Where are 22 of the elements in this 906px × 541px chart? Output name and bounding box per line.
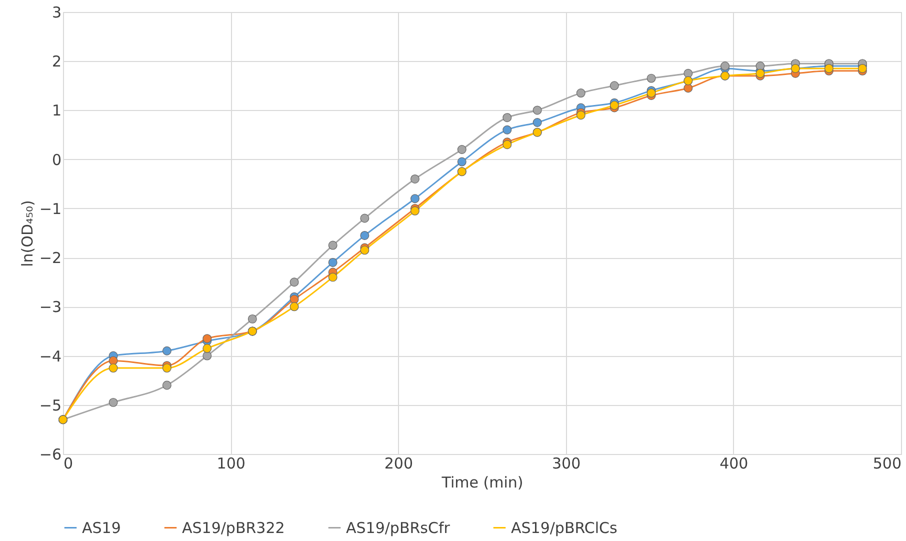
y-tick-label: 0 — [52, 150, 62, 169]
x-tick-label: 200 — [384, 454, 414, 472]
legend-label: AS19 — [82, 518, 121, 537]
y-tick-label: −1 — [39, 200, 62, 218]
x-tick-label: 300 — [552, 454, 581, 472]
y-tick-label: −6 — [39, 446, 62, 464]
x-tick-label: 100 — [216, 454, 246, 472]
y-tick-label: 1 — [52, 102, 62, 120]
legend-label: AS19/pBR322 — [182, 518, 285, 537]
y-tick-label: 3 — [52, 4, 62, 22]
legend-label: AS19/pBRsCfr — [346, 518, 451, 537]
y-tick-label: 2 — [52, 52, 62, 71]
x-tick-label: 0 — [64, 454, 74, 472]
y-tick-label: −2 — [39, 249, 62, 268]
legend-label: AS19/pBRClCs — [511, 518, 618, 537]
y-tick-label: −3 — [39, 298, 62, 316]
x-tick-label: 400 — [720, 454, 748, 472]
x-tick-label: 500 — [872, 454, 902, 472]
y-axis-title: ln(OD₄₅₀) — [18, 200, 36, 267]
y-tick-label: −5 — [39, 396, 62, 414]
x-axis-title: Time (min) — [440, 474, 524, 492]
y-tick-label: −4 — [39, 347, 62, 366]
